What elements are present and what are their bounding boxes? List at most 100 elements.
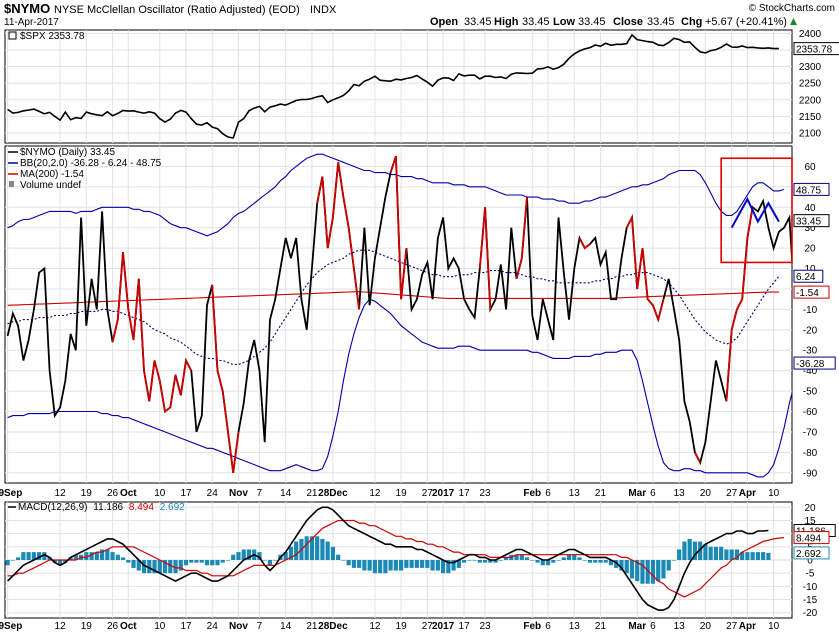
xaxis-macd-tick-label: 2017 [432,621,455,632]
legend-ma: MA(200) -1.54 [20,169,84,180]
xaxis-tick-label: 21 [595,488,607,499]
xaxis-macd-tick-label: 28Dec [318,621,348,632]
macd-histogram-bar [608,560,614,566]
macd-histogram-bar [199,560,204,563]
xaxis-macd-tick-label: 12 [369,621,381,632]
xaxis-tick-label: 2017 [432,488,455,499]
price-tick-label: 2100 [799,129,822,140]
xaxis-tick-label: 27 [726,488,738,499]
macd-histogram-bar [173,560,178,574]
macd-histogram-bar [16,557,21,560]
macd-histogram-bar [451,560,456,571]
macd-histogram-bar [57,560,63,566]
macd-histogram-bar [656,560,661,582]
nymo-decline-segment [389,155,408,300]
macd-histogram-bar [687,538,692,560]
macd-histogram-bar [362,560,367,571]
xaxis-tick-label: 24 [207,488,219,499]
osc-tick-label: 40 [804,203,816,214]
macd-histogram-bar [614,560,619,568]
xaxis-macd-tick-label: Feb [523,621,541,632]
macd-tick-label: 15 [804,516,816,527]
macd-histogram-bar [572,554,577,560]
macd-histogram-bar [10,560,15,561]
macd-histogram-bar [703,544,708,560]
macd-histogram-bar [204,560,210,566]
price-tick-label: 2150 [799,112,822,123]
macd-histogram-bar [388,560,393,571]
osc-tick-label: 60 [804,162,816,173]
quote-bar: Open 33.45 High 33.45 Low 33.45 Close 33… [430,16,797,28]
spx-price-panel: 21002150220022502300235024002353.78 [4,29,839,144]
macd-histogram-bar [719,546,724,560]
xaxis-tick-label: 17 [459,488,471,499]
xaxis-macd-tick-label: 10 [768,621,780,632]
chart-date: 11-Apr-2017 [4,17,59,28]
legend-spx: $SPX 2353.78 [20,31,85,42]
legend-macd: MACD(12,26,9) 11.186 8.494 2.692 [18,502,185,513]
macd-tick-label: 20 [804,503,816,514]
macd-histogram-bar [603,560,608,563]
macd-histogram-bar [514,554,519,560]
macd-histogram-bar [73,554,78,560]
xaxis-tick-label: 13 [674,488,686,499]
xaxis-macd-tick-label: 21 [595,621,607,632]
osc-last-value-3-box [793,285,830,299]
osc-tick-label: 30 [804,223,816,234]
macd-histogram-bar [661,560,666,579]
macd-histogram-bar [420,560,425,568]
macd-histogram-bar [68,557,73,560]
macd-histogram-bar [750,552,755,560]
macd-histogram-bar [566,554,572,560]
osc-last-value-2-box [793,269,824,283]
open-label: Open [430,16,458,28]
xaxis-macd-tick-label: Apr [739,621,756,632]
xaxis-macd-tick-label: 14 [280,621,292,632]
macd-histogram-bar [624,560,629,574]
price-frame [4,29,793,144]
macd-histogram-bar [136,560,141,571]
macd-histogram-bar [635,560,640,582]
price-tick-label: 2400 [799,29,822,40]
symbol-description: NYSE McClellan Oscillator (Ratio Adjuste… [54,4,300,16]
macd-histogram-bar [692,541,698,560]
nymo-decline-segment [515,197,528,280]
price-tick-label: 2200 [799,95,822,106]
macd-histogram-bar [440,560,446,574]
xaxis-macd-tick-label: 17 [180,621,192,632]
xaxis-macd-tick-label: 19 [396,621,408,632]
macd-histogram-bar [115,554,120,560]
macd-histogram-bar [5,560,10,566]
xaxis-tick-label: Oct [120,488,137,499]
macd-histogram-bar [393,560,398,571]
chg-value: +5.67 (+20.41%) [705,16,787,28]
macd-histogram-bar [467,560,472,561]
exchange-label: INDX [310,4,337,16]
macd-tick-label: -15 [803,595,818,606]
open-value: 33.45 [464,16,492,28]
macd-histogram-bar [677,549,682,560]
macd-histogram-bar [21,552,26,560]
macd-histogram-bar [94,552,99,560]
price-tick-label: 2300 [799,62,822,73]
macd-histogram-bar [162,560,168,574]
spx-last-value: 2353.78 [796,45,833,56]
macd-histogram-bar [31,552,36,560]
legend-swatch-spx [8,31,17,40]
macd-histogram-bar [708,546,713,560]
x-axis-main: 29Sep121926Oct101724Nov7142128Dec1219272… [0,488,780,499]
xaxis-tick-label: 6 [545,488,551,499]
macd-histogram-bar [456,560,461,568]
macd-histogram-bar [640,560,645,584]
xaxis-tick-label: 19 [396,488,408,499]
xaxis-tick-label: Nov [229,488,248,499]
macd-histogram-bar [126,560,131,563]
macd-tick-label: -5 [806,569,815,580]
macd-histogram-bar [189,560,194,563]
xaxis-macd-tick-label: 27 [726,621,738,632]
nymo-decline-segment [478,207,492,310]
spx-price-line [7,33,779,139]
high-label: High [494,16,519,28]
macd-histogram-bar [488,560,493,563]
